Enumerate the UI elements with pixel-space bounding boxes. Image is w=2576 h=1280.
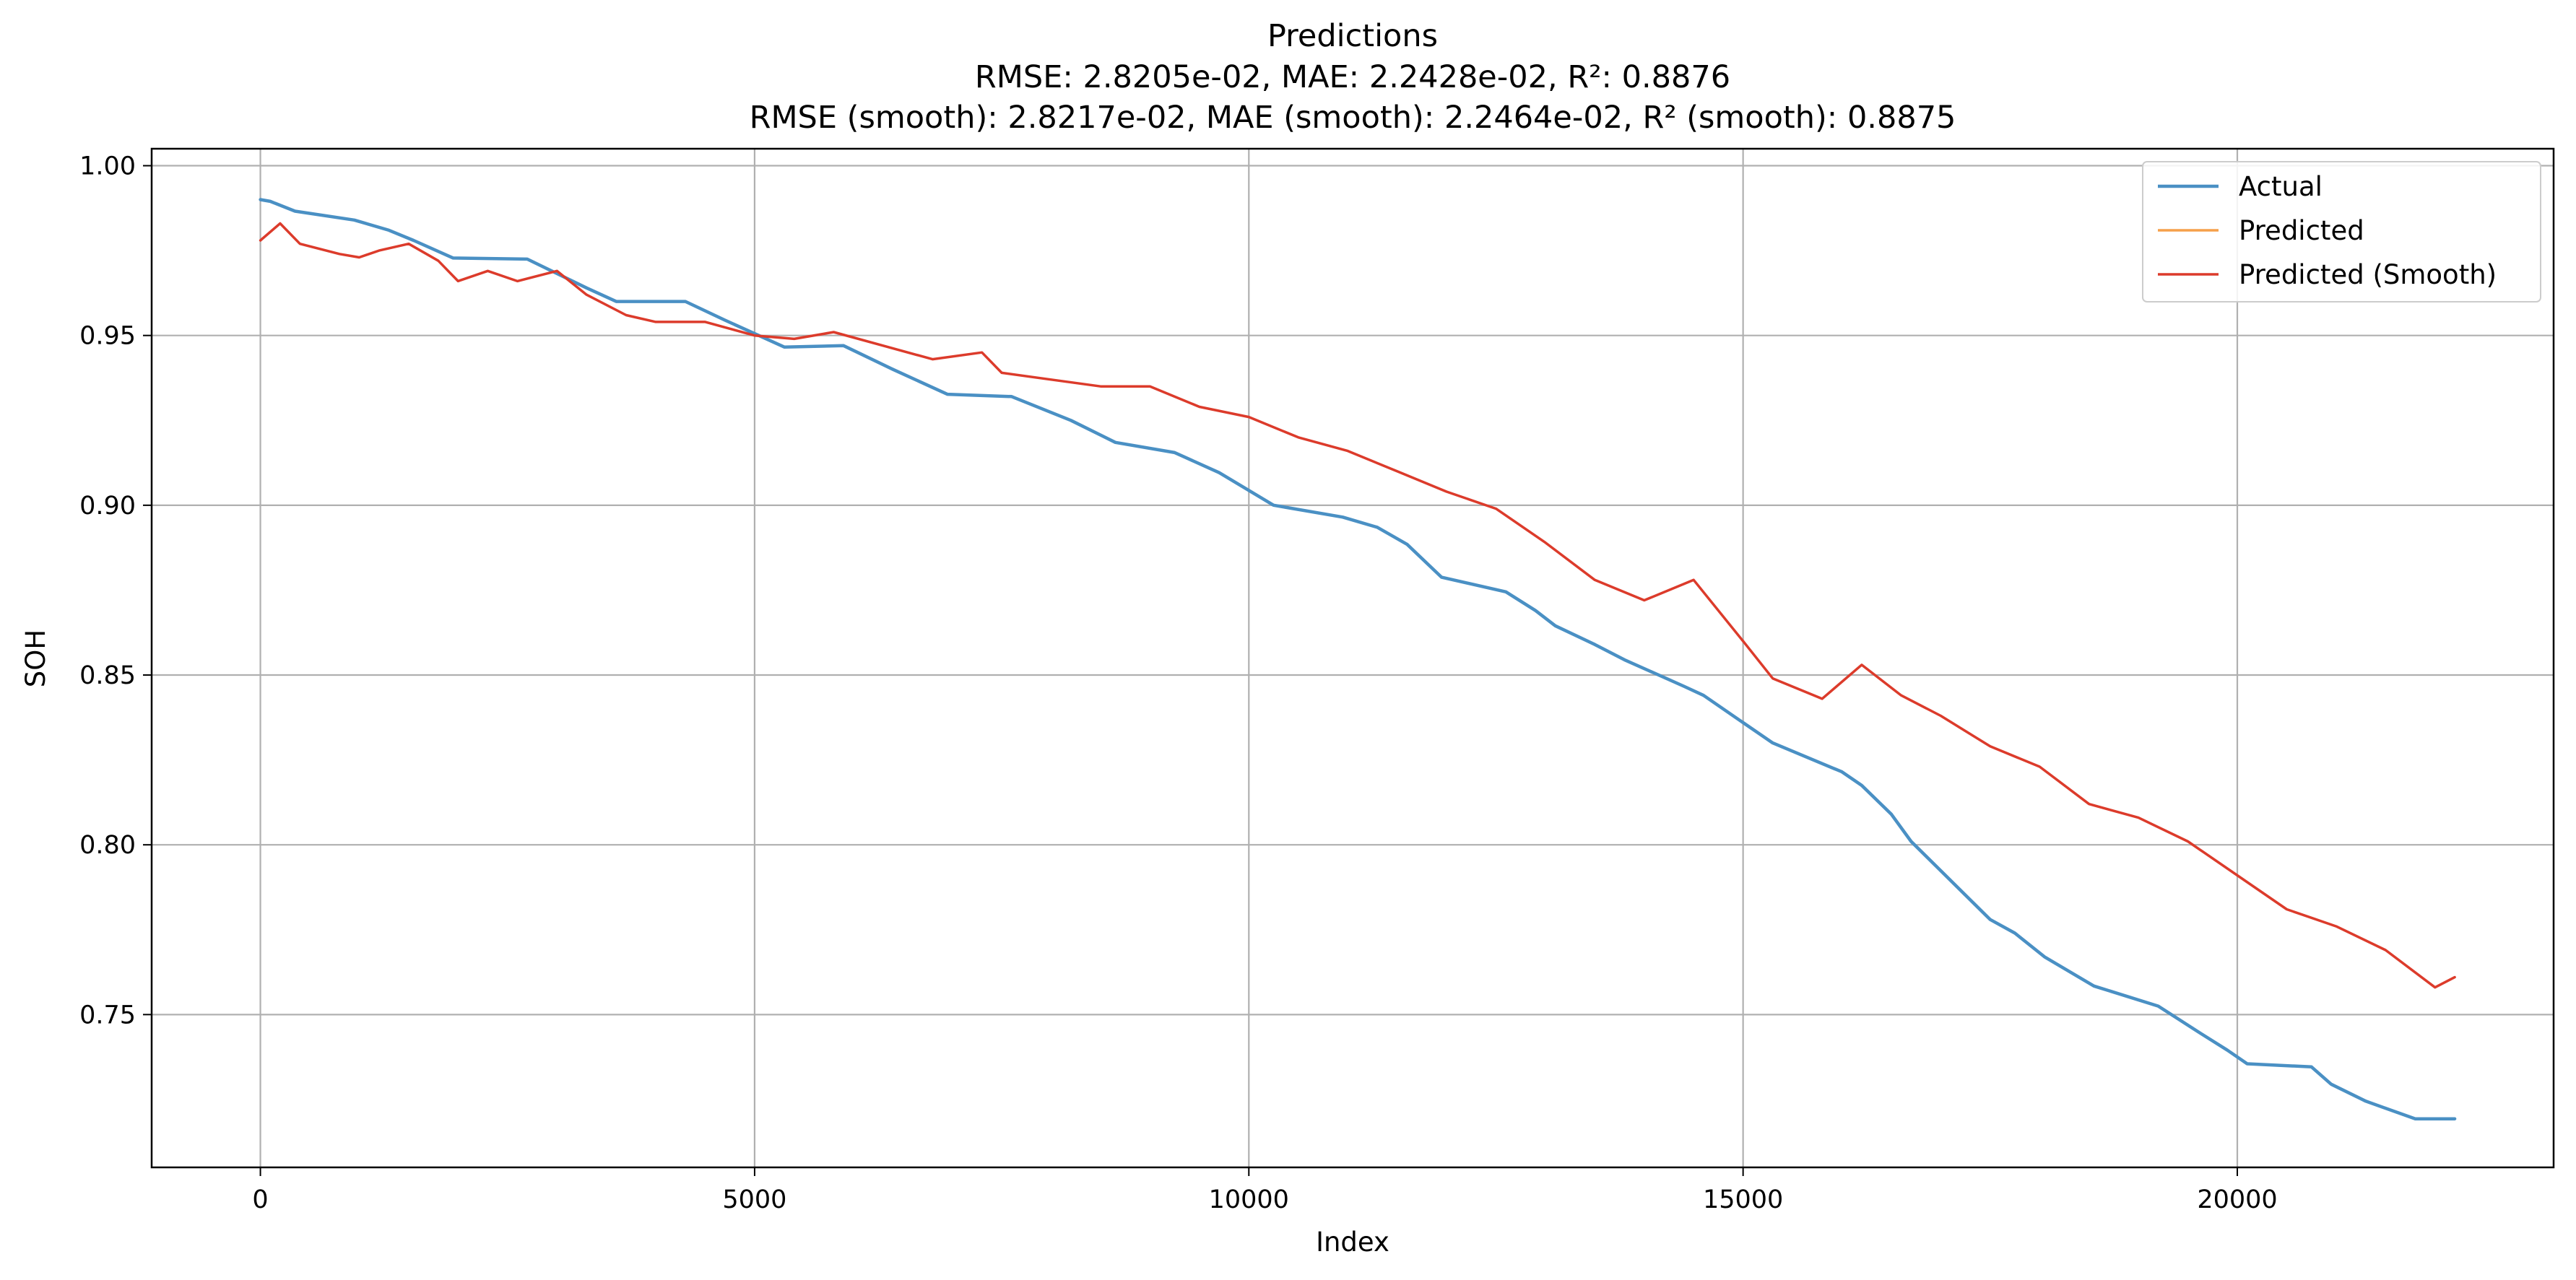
title-line-3: RMSE (smooth): 2.8217e-02, MAE (smooth):… bbox=[750, 100, 1956, 136]
legend-label-actual: Actual bbox=[2239, 171, 2323, 202]
series-line-predicted-smooth bbox=[259, 222, 2456, 989]
legend-box bbox=[2142, 161, 2541, 302]
title-line-1: Predictions bbox=[1267, 18, 1438, 54]
series-line-actual bbox=[259, 198, 2457, 1120]
x-tick-label: 10000 bbox=[1209, 1185, 1289, 1214]
x-tick-label: 15000 bbox=[1703, 1185, 1783, 1214]
x-axis-label: Index bbox=[1316, 1227, 1389, 1258]
x-tick-label: 5000 bbox=[722, 1185, 786, 1214]
legend: Actual Predicted Predicted (Smooth) bbox=[2142, 161, 2541, 302]
y-ticks: 0.75 0.80 0.85 0.90 0.95 1.00 bbox=[79, 152, 152, 1029]
y-axis-label: SOH bbox=[20, 630, 51, 687]
legend-label-predicted: Predicted bbox=[2239, 215, 2364, 246]
x-tick-label: 20000 bbox=[2197, 1185, 2277, 1214]
chart-title: Predictions RMSE: 2.8205e-02, MAE: 2.242… bbox=[750, 18, 1956, 136]
y-tick-label: 0.95 bbox=[79, 322, 136, 351]
data-series bbox=[259, 198, 2457, 1120]
legend-label-predicted-smooth: Predicted (Smooth) bbox=[2239, 259, 2497, 290]
title-line-2: RMSE: 2.8205e-02, MAE: 2.2428e-02, R²: 0… bbox=[975, 59, 1730, 95]
y-tick-label: 0.80 bbox=[79, 831, 136, 860]
y-tick-label: 0.90 bbox=[79, 492, 136, 521]
plot-frame bbox=[150, 147, 2555, 1169]
y-tick-label: 0.85 bbox=[79, 661, 136, 690]
x-tick-label: 0 bbox=[252, 1185, 268, 1214]
y-tick-label: 0.75 bbox=[79, 1001, 136, 1029]
y-tick-label: 1.00 bbox=[79, 152, 136, 181]
x-ticks: 0 5000 10000 15000 20000 bbox=[252, 1167, 2278, 1214]
grid-lines bbox=[152, 149, 2554, 1167]
